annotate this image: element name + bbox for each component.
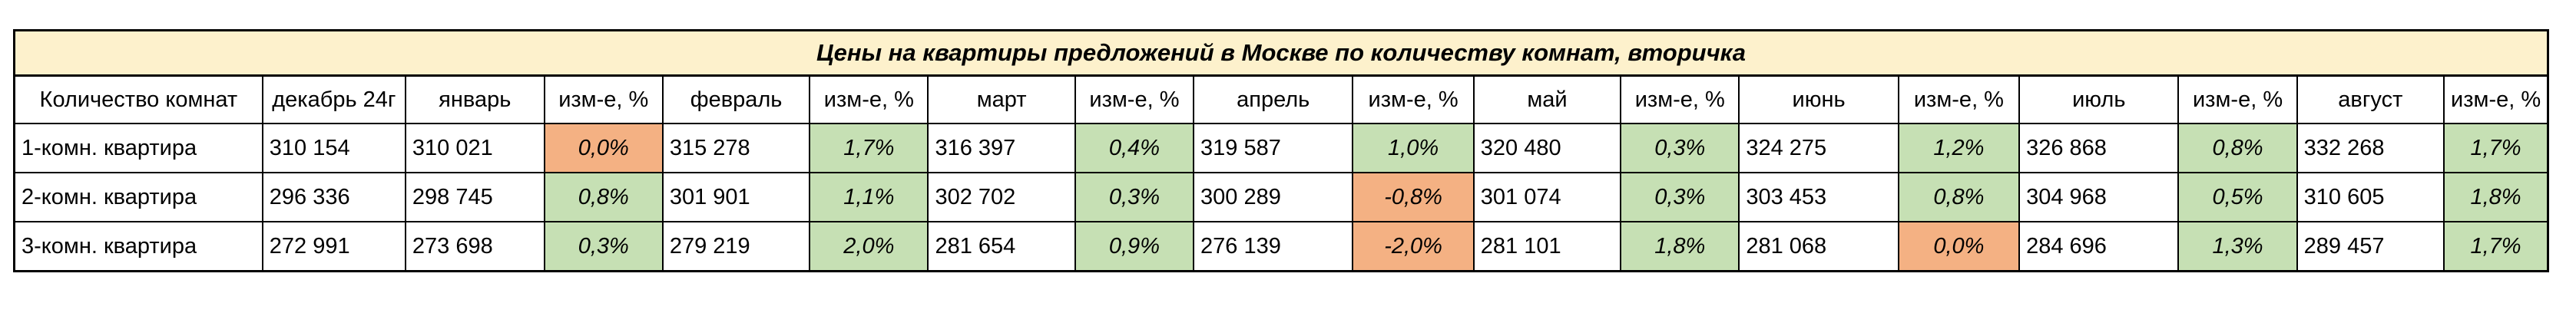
change-cell: 1,8%	[2443, 172, 2550, 222]
price-cell: 324 275	[1738, 123, 1899, 173]
header-row: Количество комнат декабрь 24г январь изм…	[12, 74, 2550, 124]
column-header: март	[927, 74, 1076, 124]
table-row: 1-комн. квартира 310 154 310 021 0,0% 31…	[12, 123, 2550, 173]
row-label: 2-комн. квартира	[12, 172, 263, 222]
price-cell: 302 702	[927, 172, 1076, 222]
change-cell: 0,3%	[1620, 123, 1740, 173]
price-cell: 301 074	[1472, 172, 1622, 222]
change-cell: 1,7%	[2443, 221, 2550, 272]
price-cell: 273 698	[404, 221, 545, 272]
change-cell: 1,7%	[809, 123, 929, 173]
column-header: Количество комнат	[12, 74, 263, 124]
column-header: январь	[404, 74, 545, 124]
column-header: февраль	[661, 74, 811, 124]
change-cell: 1,7%	[2443, 123, 2550, 173]
price-cell: 303 453	[1738, 172, 1899, 222]
price-cell: 296 336	[261, 172, 406, 222]
change-cell: 0,3%	[543, 221, 664, 272]
price-cell: 281 654	[927, 221, 1076, 272]
price-cell: 281 068	[1738, 221, 1899, 272]
change-cell: 1,2%	[1897, 123, 2021, 173]
column-header: изм-е, %	[2443, 74, 2550, 124]
column-header: декабрь 24г	[261, 74, 406, 124]
column-header: изм-е, %	[1620, 74, 1740, 124]
price-cell: 281 101	[1472, 221, 1622, 272]
column-header: август	[2296, 74, 2445, 124]
price-cell: 332 268	[2296, 123, 2445, 173]
table-title: Цены на квартиры предложений в Москве по…	[13, 29, 2549, 77]
column-header: изм-е, %	[1074, 74, 1195, 124]
column-header: июль	[2018, 74, 2180, 124]
price-cell: 276 139	[1193, 221, 1354, 272]
price-cell: 300 289	[1193, 172, 1354, 222]
column-header: изм-е, %	[1897, 74, 2021, 124]
price-cell: 289 457	[2296, 221, 2445, 272]
column-header: июнь	[1738, 74, 1899, 124]
price-cell: 279 219	[661, 221, 811, 272]
change-cell: 0,0%	[1897, 221, 2021, 272]
change-cell: 0,8%	[543, 172, 664, 222]
column-header: изм-е, %	[2177, 74, 2298, 124]
change-cell: -0,8%	[1352, 172, 1475, 222]
change-cell: 0,5%	[2177, 172, 2298, 222]
row-label: 3-комн. квартира	[12, 221, 263, 272]
price-cell: 320 480	[1472, 123, 1622, 173]
change-cell: 0,9%	[1074, 221, 1195, 272]
change-cell: 0,8%	[1897, 172, 2021, 222]
row-label: 1-комн. квартира	[12, 123, 263, 173]
change-cell: 1,1%	[809, 172, 929, 222]
table-row: 2-комн. квартира 296 336 298 745 0,8% 30…	[12, 172, 2550, 222]
change-cell: -2,0%	[1352, 221, 1475, 272]
change-cell: 2,0%	[809, 221, 929, 272]
price-cell: 310 021	[404, 123, 545, 173]
title-row: Цены на квартиры предложений в Москве по…	[13, 29, 2549, 77]
change-cell: 1,3%	[2177, 221, 2298, 272]
change-cell: 0,3%	[1074, 172, 1195, 222]
price-cell: 310 605	[2296, 172, 2445, 222]
change-cell: 0,4%	[1074, 123, 1195, 173]
column-header: май	[1472, 74, 1622, 124]
change-cell: 1,8%	[1620, 221, 1740, 272]
price-cell: 298 745	[404, 172, 545, 222]
price-cell: 272 991	[261, 221, 406, 272]
column-header: изм-е, %	[543, 74, 664, 124]
change-cell: 0,3%	[1620, 172, 1740, 222]
price-cell: 284 696	[2018, 221, 2180, 272]
change-cell: 0,8%	[2177, 123, 2298, 173]
price-cell: 315 278	[661, 123, 811, 173]
table-row: 3-комн. квартира 272 991 273 698 0,3% 27…	[12, 221, 2550, 272]
change-cell: 0,0%	[543, 123, 664, 173]
price-cell: 316 397	[927, 123, 1076, 173]
price-table: Цены на квартиры предложений в Москве по…	[12, 29, 2550, 272]
price-cell: 301 901	[661, 172, 811, 222]
column-header: изм-е, %	[1352, 74, 1475, 124]
price-cell: 326 868	[2018, 123, 2180, 173]
price-cell: 304 968	[2018, 172, 2180, 222]
column-header: изм-е, %	[809, 74, 929, 124]
change-cell: 1,0%	[1352, 123, 1475, 173]
price-cell: 319 587	[1193, 123, 1354, 173]
column-header: апрель	[1193, 74, 1354, 124]
price-cell: 310 154	[261, 123, 406, 173]
